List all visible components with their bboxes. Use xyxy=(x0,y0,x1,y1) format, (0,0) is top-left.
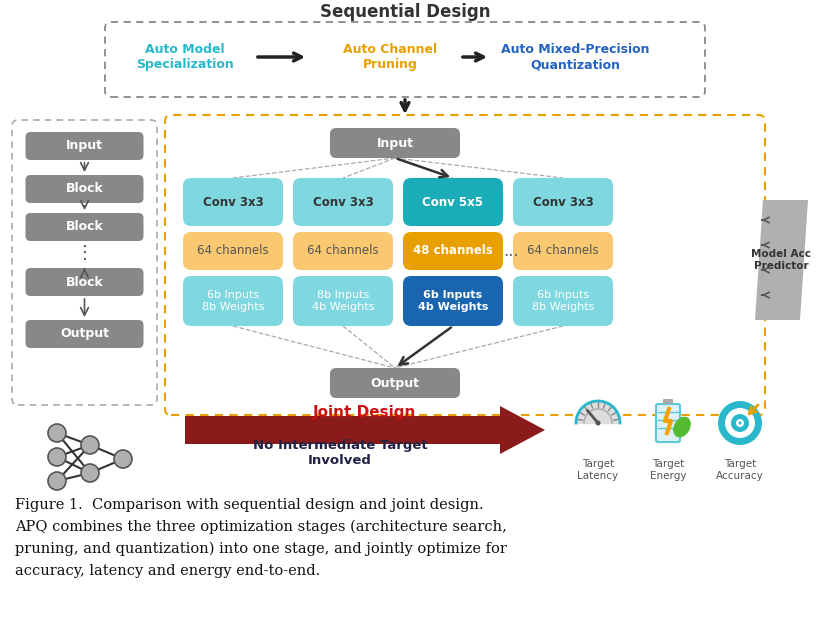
Ellipse shape xyxy=(672,417,690,437)
Circle shape xyxy=(114,450,132,468)
Text: Conv 3x3: Conv 3x3 xyxy=(202,195,263,208)
Text: Figure 1.  Comparison with sequential design and joint design.: Figure 1. Comparison with sequential des… xyxy=(15,498,483,512)
Circle shape xyxy=(48,424,66,442)
Text: No Intermediate Target
Involved: No Intermediate Target Involved xyxy=(252,439,427,467)
FancyBboxPatch shape xyxy=(513,232,613,270)
Text: Block: Block xyxy=(66,182,103,195)
Text: 6b Inputs
8b Weights: 6b Inputs 8b Weights xyxy=(532,290,594,312)
Text: Auto Mixed-Precision
Quantization: Auto Mixed-Precision Quantization xyxy=(500,43,649,71)
Text: ...: ... xyxy=(503,242,518,260)
Circle shape xyxy=(48,472,66,490)
FancyBboxPatch shape xyxy=(292,178,392,226)
FancyBboxPatch shape xyxy=(329,128,459,158)
FancyBboxPatch shape xyxy=(513,178,613,226)
Circle shape xyxy=(738,422,740,425)
Text: Conv 5x5: Conv 5x5 xyxy=(422,195,483,208)
Text: Auto Model
Specialization: Auto Model Specialization xyxy=(136,43,233,71)
FancyBboxPatch shape xyxy=(292,276,392,326)
Polygon shape xyxy=(754,200,807,320)
Text: 6b Inputs
4b Weights: 6b Inputs 4b Weights xyxy=(418,290,487,312)
Circle shape xyxy=(730,414,748,432)
Text: accuracy, latency and energy end-to-end.: accuracy, latency and energy end-to-end. xyxy=(15,564,320,578)
Text: APQ combines the three optimization stages (architecture search,: APQ combines the three optimization stag… xyxy=(15,520,506,534)
Text: Input: Input xyxy=(376,136,413,149)
Text: 64 channels: 64 channels xyxy=(527,244,598,257)
FancyBboxPatch shape xyxy=(25,320,143,348)
FancyBboxPatch shape xyxy=(292,232,392,270)
FancyBboxPatch shape xyxy=(402,232,502,270)
FancyBboxPatch shape xyxy=(402,276,502,326)
Text: Block: Block xyxy=(66,221,103,234)
Circle shape xyxy=(48,448,66,466)
FancyBboxPatch shape xyxy=(183,276,283,326)
Text: Conv 3x3: Conv 3x3 xyxy=(532,195,593,208)
Text: 64 channels: 64 channels xyxy=(307,244,378,257)
Text: ⋮: ⋮ xyxy=(75,244,93,262)
FancyBboxPatch shape xyxy=(183,232,283,270)
FancyBboxPatch shape xyxy=(25,175,143,203)
FancyBboxPatch shape xyxy=(183,178,283,226)
Text: Model Acc
Predictor: Model Acc Predictor xyxy=(750,249,811,271)
Circle shape xyxy=(595,420,600,425)
Text: pruning, and quantization) into one stage, and jointly optimize for: pruning, and quantization) into one stag… xyxy=(15,542,506,556)
Text: Sequential Design: Sequential Design xyxy=(319,3,490,21)
Circle shape xyxy=(724,408,754,438)
Circle shape xyxy=(735,419,743,427)
Text: Target
Accuracy: Target Accuracy xyxy=(715,459,763,481)
FancyArrow shape xyxy=(185,406,545,454)
FancyBboxPatch shape xyxy=(513,276,613,326)
Text: Joint Design: Joint Design xyxy=(313,405,416,420)
Text: 6b Inputs
8b Weights: 6b Inputs 8b Weights xyxy=(201,290,264,312)
Text: Output: Output xyxy=(60,327,109,340)
Text: Input: Input xyxy=(66,140,103,153)
FancyBboxPatch shape xyxy=(25,132,143,160)
Text: 48 channels: 48 channels xyxy=(413,244,492,257)
Text: Output: Output xyxy=(370,376,419,389)
Text: 8b Inputs
4b Weights: 8b Inputs 4b Weights xyxy=(311,290,373,312)
Text: Target
Latency: Target Latency xyxy=(577,459,618,481)
Circle shape xyxy=(717,401,761,445)
Circle shape xyxy=(81,464,99,482)
FancyBboxPatch shape xyxy=(663,399,672,404)
FancyBboxPatch shape xyxy=(25,213,143,241)
Text: Block: Block xyxy=(66,275,103,288)
Text: Auto Channel
Pruning: Auto Channel Pruning xyxy=(342,43,437,71)
Circle shape xyxy=(81,436,99,454)
Text: Target
Energy: Target Energy xyxy=(649,459,686,481)
Text: Conv 3x3: Conv 3x3 xyxy=(312,195,373,208)
FancyBboxPatch shape xyxy=(402,178,502,226)
Text: 64 channels: 64 channels xyxy=(197,244,269,257)
FancyBboxPatch shape xyxy=(329,368,459,398)
FancyBboxPatch shape xyxy=(25,268,143,296)
FancyBboxPatch shape xyxy=(655,404,679,442)
